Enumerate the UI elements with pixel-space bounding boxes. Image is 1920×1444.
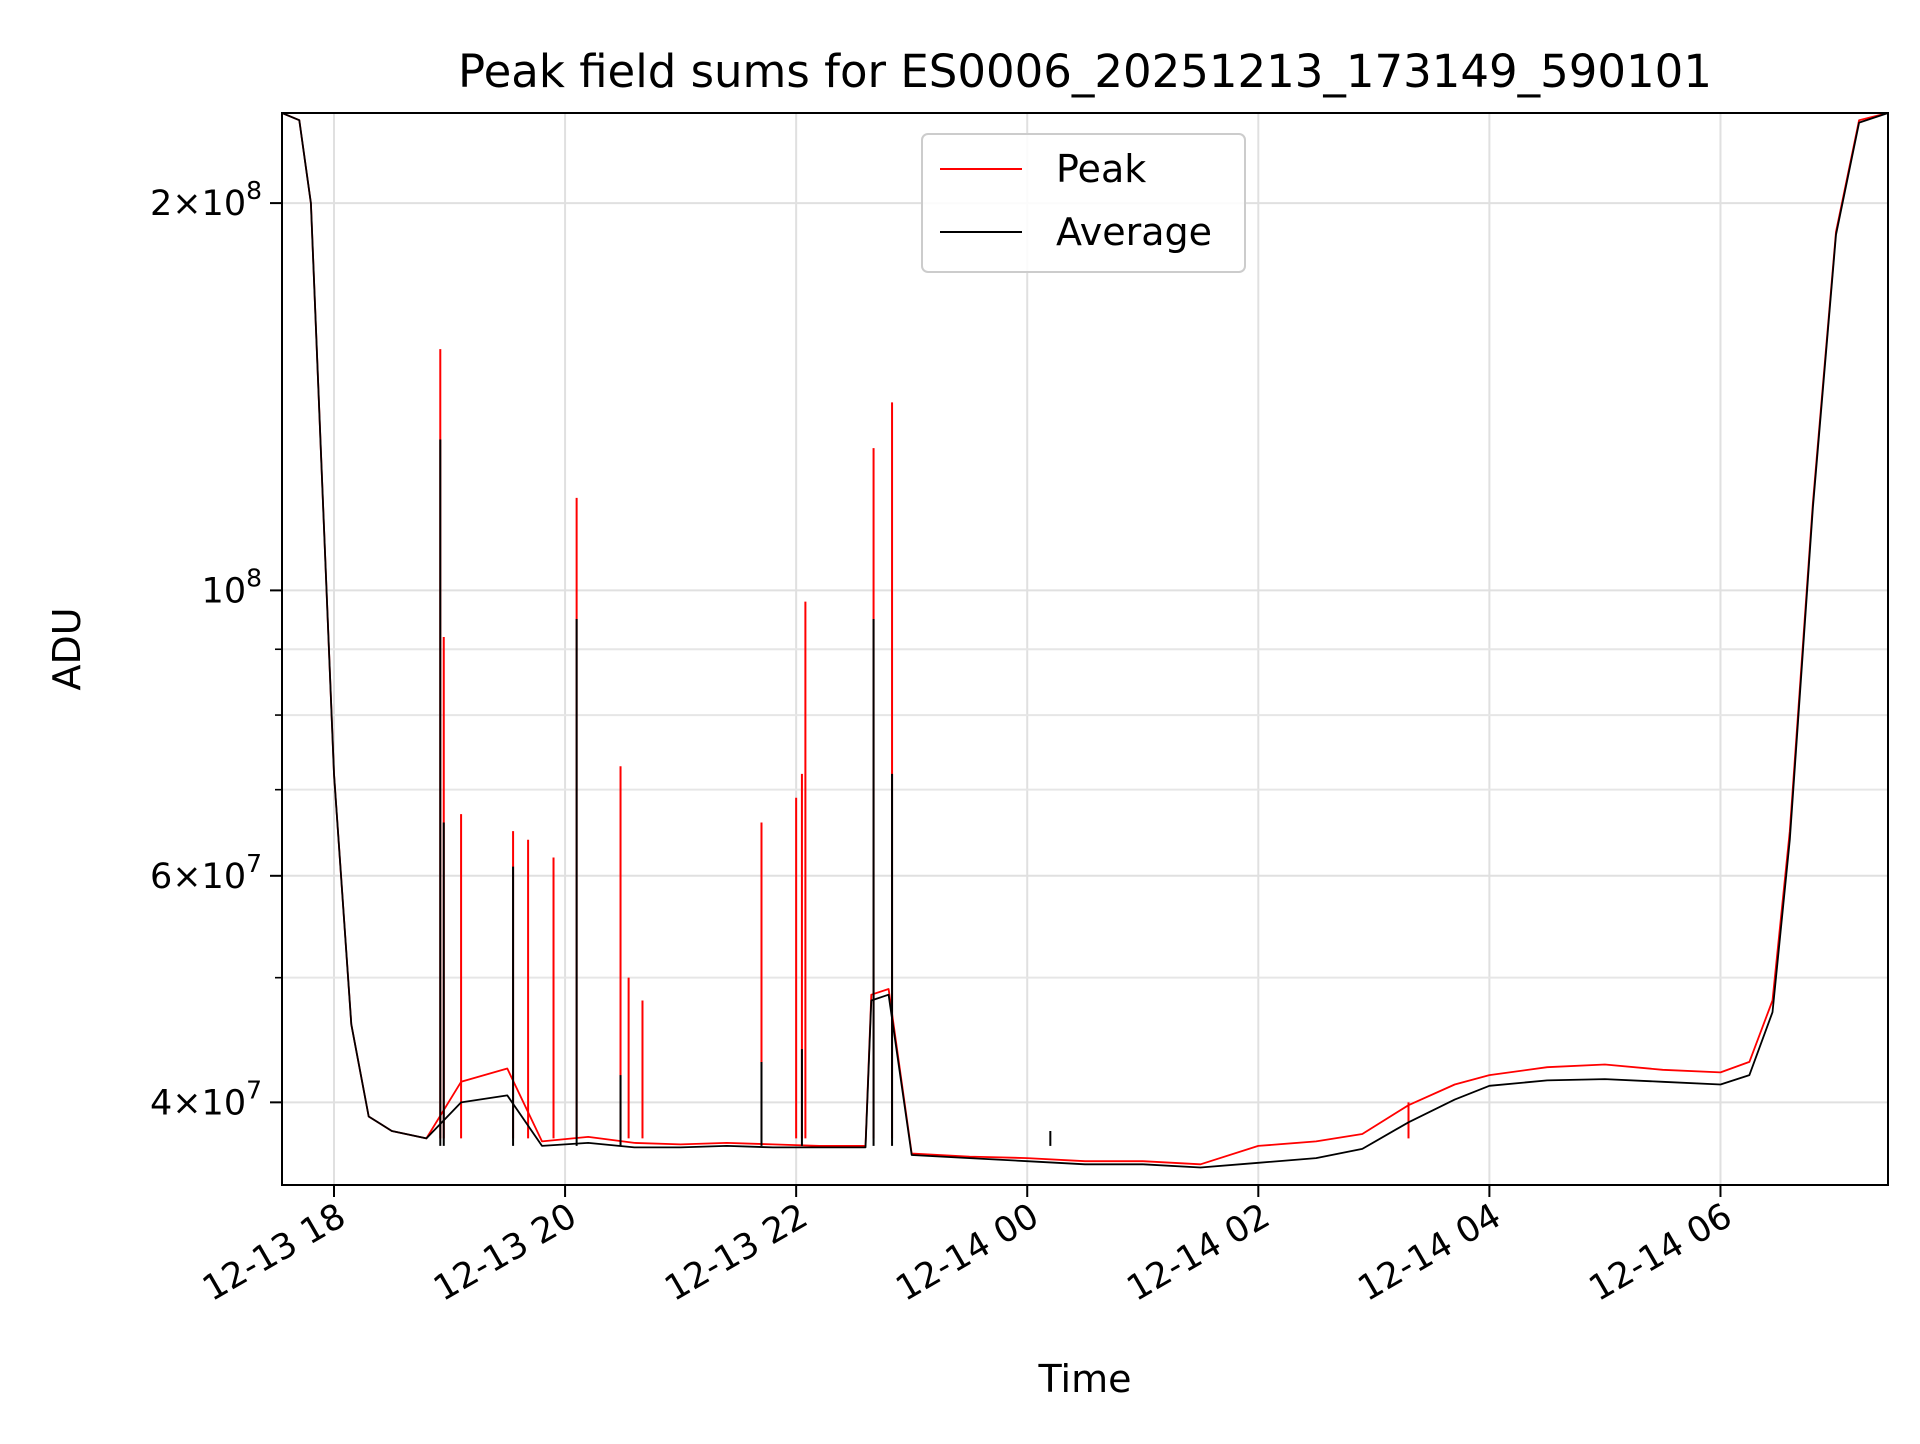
y-tick-label: 2×108 xyxy=(150,176,262,224)
y-tick-label: 108 xyxy=(202,563,262,611)
x-axis-title: Time xyxy=(1038,1357,1132,1401)
legend: Peak Average xyxy=(921,133,1246,273)
series-layer xyxy=(282,113,1888,1169)
chart-title: Peak field sums for ES0006_20251213_1731… xyxy=(458,45,1712,98)
legend-average-label: Average xyxy=(1056,210,1212,254)
series-line-average xyxy=(282,113,1888,1169)
y-tick-label: 6×107 xyxy=(150,849,262,897)
y-tick-label: 4×107 xyxy=(150,1075,262,1123)
legend-peak-label: Peak xyxy=(1056,147,1146,191)
y-axis-title: ADU xyxy=(45,607,89,690)
